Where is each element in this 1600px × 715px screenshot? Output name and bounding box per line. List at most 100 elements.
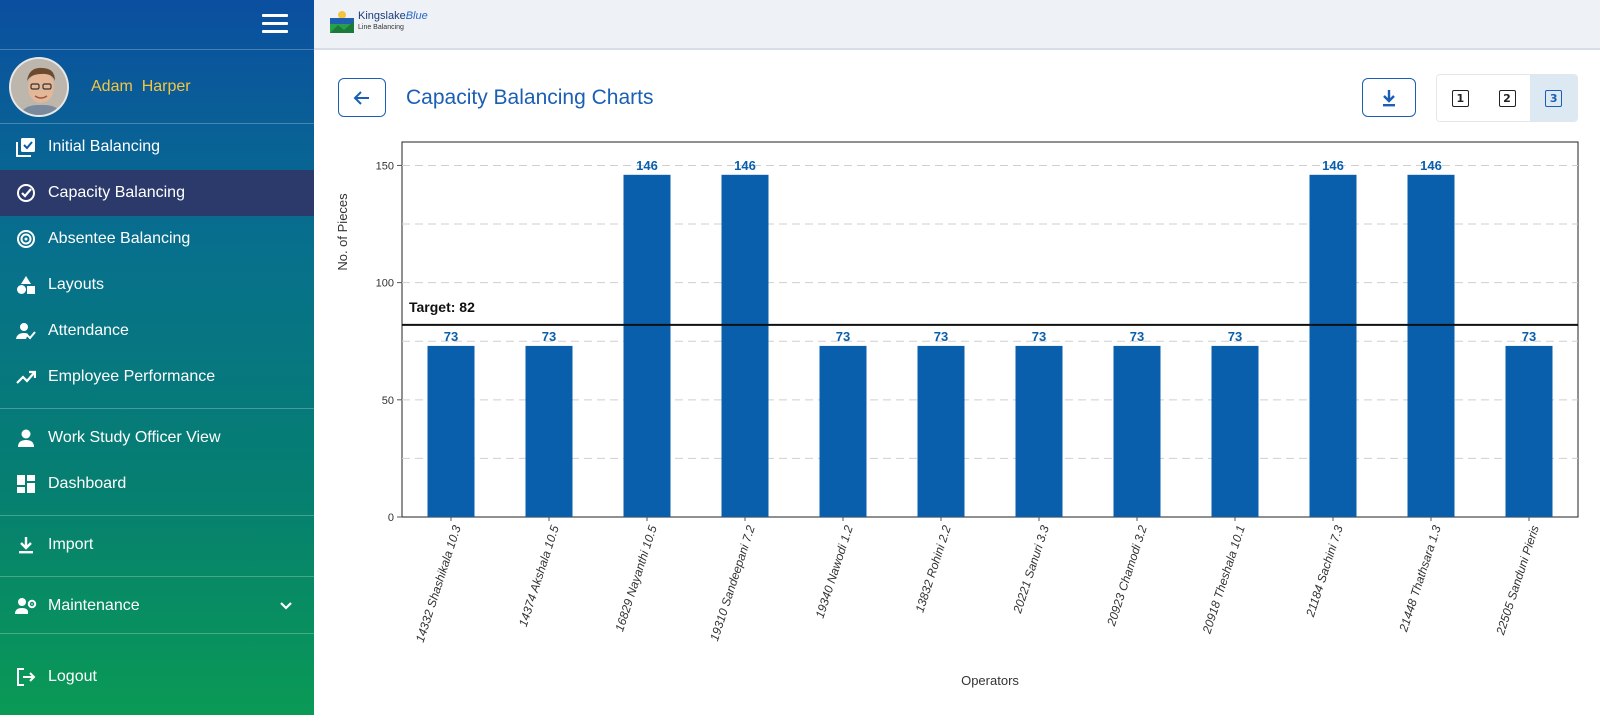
x-tick-label: 20918 Theshala 10.1 <box>1199 524 1247 637</box>
data-label: 73 <box>1130 329 1144 344</box>
data-label: 73 <box>1522 329 1536 344</box>
sidebar-item-dashboard[interactable]: Dashboard <box>0 461 314 507</box>
check-circle-icon <box>15 182 37 204</box>
x-tick-label: 13832 Rohini 2.2 <box>912 523 953 614</box>
x-tick-label: 16829 Nayanthi 10.5 <box>612 523 660 633</box>
view-toggle-group: 1 2 3 <box>1436 74 1578 122</box>
sidebar-item-layouts[interactable]: Layouts <box>0 262 314 308</box>
sidebar: Adam Harper Initial Balancing Capacity B… <box>0 0 314 715</box>
view-1-button[interactable]: 1 <box>1437 75 1484 121</box>
bar <box>721 174 769 517</box>
sidebar-item-label: Logout <box>48 668 97 685</box>
sidebar-item-label: Dashboard <box>48 475 127 492</box>
view-2-button[interactable]: 2 <box>1483 75 1531 121</box>
sidebar-item-label: Employee Performance <box>48 368 216 385</box>
back-button[interactable] <box>338 78 386 117</box>
logo-accent: Blue <box>405 10 428 22</box>
sidebar-item-label: Import <box>48 536 94 553</box>
x-tick-label: 20221 Sanuri 3.3 <box>1010 523 1052 616</box>
sidebar-item-label: Maintenance <box>48 597 140 614</box>
sidebar-item-capacity-balancing[interactable]: Capacity Balancing <box>0 170 314 216</box>
page-title: Capacity Balancing Charts <box>406 86 654 109</box>
view-3-label: 3 <box>1545 89 1563 107</box>
data-label: 146 <box>1322 158 1344 173</box>
download-icon <box>15 534 37 556</box>
plot-frame <box>401 141 1579 518</box>
bar <box>427 345 475 517</box>
bar <box>1211 345 1259 517</box>
sidebar-item-label: Initial Balancing <box>48 138 161 155</box>
shapes-icon <box>15 274 37 296</box>
bar <box>1407 174 1455 517</box>
logo-subtitle: Line Balancing <box>358 24 404 31</box>
sidebar-item-maintenance[interactable]: Maintenance <box>0 583 314 629</box>
main-content: Capacity Balancing Charts 1 2 3 0 50 100 15… <box>314 50 1600 715</box>
sidebar-item-initial-balancing[interactable]: Initial Balancing <box>0 124 314 170</box>
view-3-button[interactable]: 3 <box>1530 75 1577 121</box>
logout-icon <box>15 666 37 688</box>
sidebar-nav-logout: Logout <box>0 654 314 700</box>
data-label: 146 <box>636 158 658 173</box>
sidebar-item-label: Capacity Balancing <box>48 184 185 201</box>
bar <box>819 345 867 517</box>
y-tick-label: 50 <box>382 395 394 407</box>
bar <box>917 345 965 517</box>
sidebar-item-import[interactable]: Import <box>0 522 314 568</box>
sidebar-nav-tools: Import <box>0 522 314 568</box>
sidebar-item-label: Work Study Officer View <box>48 429 221 446</box>
x-tick-label: 14332 Shashikala 10.3 <box>413 523 464 644</box>
data-label: 73 <box>836 329 850 344</box>
data-label: 73 <box>1228 329 1242 344</box>
sidebar-item-label: Attendance <box>48 322 129 339</box>
x-axis-label: Operators <box>961 673 1019 688</box>
x-tick-label: 20923 Chamodi 3.2 <box>1104 523 1150 628</box>
people-gear-icon <box>15 595 37 617</box>
person-check-icon <box>15 320 37 342</box>
top-bar: KingslakeBlue Line Balancing <box>314 0 1600 50</box>
x-tick-label: 22505 Sanduni Pieris <box>1493 524 1542 638</box>
x-tick-label: 14374 Akshala 10.5 <box>516 523 562 628</box>
sidebar-item-absentee-balancing[interactable]: Absentee Balancing <box>0 216 314 262</box>
data-label: 73 <box>934 329 948 344</box>
x-tick-label: 19340 Nawodi 1.2 <box>813 523 856 620</box>
target-label: Target: 82 <box>409 299 475 315</box>
sidebar-header <box>0 0 314 50</box>
menu-icon[interactable] <box>262 14 288 34</box>
avatar <box>9 57 69 117</box>
x-tick-label: 21184 Sachini 7.3 <box>1303 523 1346 619</box>
trending-up-icon <box>15 366 37 388</box>
bar <box>1505 345 1553 517</box>
bar <box>525 345 573 517</box>
data-label: 73 <box>542 329 556 344</box>
bar <box>623 174 671 517</box>
data-label: 146 <box>1420 158 1442 173</box>
x-tick-label: 21448 Thathsara 1.3 <box>1396 523 1444 634</box>
sidebar-nav: Initial Balancing Capacity Balancing Abs… <box>0 124 314 400</box>
sidebar-nav-secondary: Work Study Officer View Dashboard <box>0 415 314 507</box>
bar <box>1015 345 1063 517</box>
person-icon <box>15 427 37 449</box>
target-icon <box>15 228 37 250</box>
sidebar-item-work-study-officer-view[interactable]: Work Study Officer View <box>0 415 314 461</box>
bar <box>1113 345 1161 517</box>
sidebar-item-logout[interactable]: Logout <box>0 654 314 700</box>
user-panel: Adam Harper <box>0 50 314 124</box>
capacity-bar-chart: 0 50 100 150 No. of Pieces 73 14332 Shashikala… <box>335 141 1579 688</box>
download-icon <box>1383 89 1395 106</box>
logo-mark <box>328 10 356 34</box>
checklist-icon <box>15 136 37 158</box>
download-button[interactable] <box>1362 78 1416 117</box>
dashboard-icon <box>15 473 37 495</box>
data-label: 146 <box>734 158 756 173</box>
y-tick-label: 0 <box>388 512 394 524</box>
view-1-label: 1 <box>1451 89 1469 107</box>
y-tick-label: 100 <box>376 278 394 290</box>
sidebar-item-attendance[interactable]: Attendance <box>0 308 314 354</box>
sidebar-item-employee-performance[interactable]: Employee Performance <box>0 354 314 400</box>
sidebar-nav-maintenance: Maintenance <box>0 583 314 629</box>
arrow-left-icon <box>353 90 369 105</box>
chevron-down-icon[interactable] <box>278 598 294 614</box>
data-label: 73 <box>444 329 458 344</box>
bar <box>1309 174 1357 517</box>
user-name: Adam Harper <box>91 78 191 95</box>
